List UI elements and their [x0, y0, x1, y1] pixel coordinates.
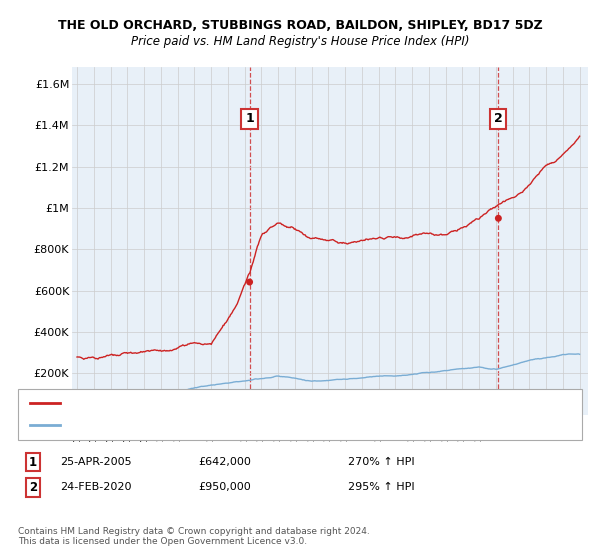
Text: £642,000: £642,000 [198, 457, 251, 467]
Text: 25-APR-2005: 25-APR-2005 [60, 457, 131, 467]
Text: 1: 1 [245, 113, 254, 125]
Text: 2: 2 [494, 113, 503, 125]
Text: THE OLD ORCHARD, STUBBINGS ROAD, BAILDON, SHIPLEY, BD17 5DZ: THE OLD ORCHARD, STUBBINGS ROAD, BAILDON… [58, 18, 542, 32]
Text: 24-FEB-2020: 24-FEB-2020 [60, 482, 131, 492]
Text: 295% ↑ HPI: 295% ↑ HPI [348, 482, 415, 492]
Text: 270% ↑ HPI: 270% ↑ HPI [348, 457, 415, 467]
Text: Price paid vs. HM Land Registry's House Price Index (HPI): Price paid vs. HM Land Registry's House … [131, 35, 469, 49]
Text: HPI: Average price, detached house, Bradford: HPI: Average price, detached house, Brad… [66, 421, 304, 431]
Point [494, 214, 503, 223]
Text: 1: 1 [29, 455, 37, 469]
Point [245, 278, 254, 287]
Text: £950,000: £950,000 [198, 482, 251, 492]
Text: Contains HM Land Registry data © Crown copyright and database right 2024.
This d: Contains HM Land Registry data © Crown c… [18, 526, 370, 546]
Text: THE OLD ORCHARD, STUBBINGS ROAD, BAILDON, SHIPLEY, BD17 5DZ (detached house): THE OLD ORCHARD, STUBBINGS ROAD, BAILDON… [66, 398, 525, 408]
Text: 2: 2 [29, 480, 37, 494]
